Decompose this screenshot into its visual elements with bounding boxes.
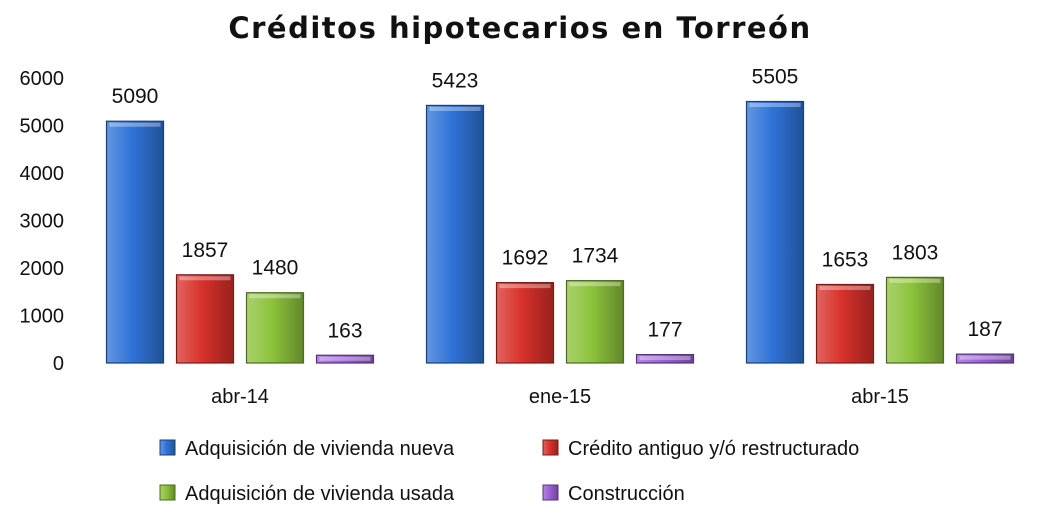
data-label: 1803 [892, 241, 939, 264]
y-tick-label: 0 [53, 353, 64, 375]
bar [105, 120, 165, 364]
bar-highlight [429, 106, 481, 111]
data-label: 1653 [822, 248, 869, 271]
chart-title: Créditos hipotecarios en Torreón [228, 11, 811, 45]
bar-highlight [889, 278, 941, 283]
bar-highlight [749, 103, 801, 108]
legend-label: Construcción [568, 483, 685, 505]
bar-highlight [959, 355, 1011, 360]
data-label: 1692 [502, 247, 549, 270]
bar [885, 276, 945, 364]
y-tick-label: 4000 [20, 163, 65, 185]
bar-highlight [639, 356, 691, 361]
bar-highlight [499, 284, 551, 289]
data-label: 5090 [112, 85, 159, 108]
legend-swatch [542, 484, 559, 501]
bar-highlight [179, 276, 231, 281]
bar-highlight [109, 122, 161, 127]
legend-label: Crédito antiguo y/ó restructurado [568, 438, 859, 460]
bar [425, 104, 485, 364]
legend-label: Adquisición de vivienda usada [185, 483, 455, 505]
x-axis: abr-14 ene-15 abr-15 [211, 386, 909, 408]
bar-highlight [319, 356, 371, 361]
bar-highlight [249, 294, 301, 299]
bar [175, 274, 235, 364]
x-tick-label: abr-15 [851, 386, 909, 408]
bar-highlight [819, 285, 871, 290]
y-tick-label: 2000 [20, 258, 65, 280]
bar [815, 283, 875, 364]
legend-swatch [542, 439, 559, 456]
bars: 5090 1857 1480 163 5423 1692 1734 177 5505 1653 18… [105, 66, 1015, 364]
bar [495, 282, 555, 364]
y-axis: 0 1000 2000 3000 4000 5000 6000 [20, 68, 65, 375]
y-tick-label: 3000 [20, 211, 65, 233]
bar [635, 353, 695, 364]
x-tick-label: abr-14 [211, 386, 269, 408]
bar [245, 292, 305, 364]
bar [315, 354, 375, 364]
x-tick-label: ene-15 [529, 386, 591, 408]
data-label: 187 [967, 318, 1002, 341]
y-tick-label: 6000 [20, 68, 65, 90]
legend-label: Adquisición de vivienda nueva [185, 438, 455, 460]
bar [955, 353, 1015, 364]
y-tick-label: 1000 [20, 306, 65, 328]
data-label: 1734 [572, 245, 619, 268]
legend-swatch [159, 439, 176, 456]
data-label: 5505 [752, 66, 799, 89]
data-label: 5423 [432, 69, 479, 92]
y-tick-label: 5000 [20, 116, 65, 138]
data-label: 177 [647, 319, 682, 342]
bar [745, 100, 805, 364]
legend-swatch [159, 484, 176, 501]
data-label: 1480 [252, 257, 299, 280]
bar [565, 280, 625, 364]
legend: Adquisición de vivienda nueva Crédito ant… [159, 438, 859, 505]
bar-highlight [569, 282, 621, 287]
data-label: 163 [327, 319, 362, 342]
data-label: 1857 [182, 239, 229, 262]
